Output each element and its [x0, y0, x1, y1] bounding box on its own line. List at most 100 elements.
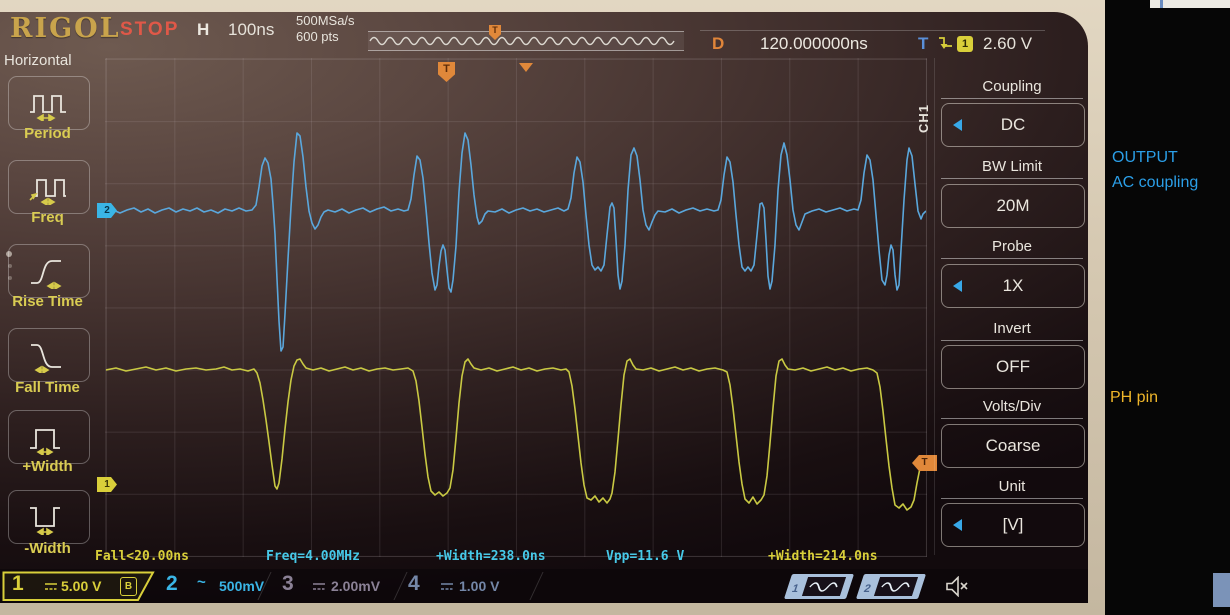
menu-separator: [934, 58, 935, 555]
dc-coupling-icon: [441, 583, 453, 590]
sine-icon: [881, 582, 910, 592]
annotation-panel: [1105, 0, 1230, 615]
measure-button-pwidth[interactable]: [8, 410, 90, 464]
menu-value-unit[interactable]: [V]: [941, 503, 1085, 547]
background-sliver: [1150, 0, 1230, 8]
ch4-scale-readout: 1.00 V: [459, 578, 500, 594]
measure-label-period: Period: [24, 125, 71, 142]
annotation-ac-coupling: AC coupling: [1112, 174, 1199, 191]
measure-label-nwidth: -Width: [24, 540, 71, 557]
trigger-t-label: T: [918, 34, 929, 53]
source2-badge[interactable]: 2: [855, 574, 927, 599]
scope-screen: [0, 12, 1088, 603]
active-channel-readout: CH1: [916, 104, 931, 134]
preview-trigger-marker[interactable]: T: [489, 25, 501, 40]
ch1-selected-outline: [2, 571, 155, 601]
menu-value-invert[interactable]: OFF: [941, 345, 1085, 389]
run-state-indicator: STOP: [120, 19, 180, 40]
ch2-scale-readout: 500mV: [219, 578, 265, 594]
unit-value: [V]: [1002, 515, 1024, 534]
graticule: [105, 58, 927, 557]
menu-value-coupling[interactable]: DC: [941, 103, 1085, 147]
menu-value-volts-div[interactable]: Coarse: [941, 424, 1085, 468]
timebase-readout: 100ns: [228, 20, 275, 39]
ch3-status-badge[interactable]: 3: [282, 572, 294, 595]
trigger-falling-edge-icon: [939, 37, 952, 49]
measurement-fall-time: Fall<20.00ns: [95, 549, 189, 564]
source1-badge[interactable]: 1: [783, 574, 855, 599]
measurement-vpp: Vpp=11.6 V: [606, 549, 685, 564]
ch1-status-badge[interactable]: 1: [12, 572, 24, 595]
bw-limit-value: 20M: [996, 196, 1030, 215]
trigger-level-marker[interactable]: T: [912, 455, 937, 471]
horizontal-h-label: H: [197, 20, 210, 39]
measure-label-rise-time: Rise Time: [12, 293, 83, 310]
source2-number: 2: [862, 583, 873, 595]
measure-button-fall-time[interactable]: [8, 328, 90, 382]
waveform-canvas: [105, 132, 927, 511]
menu-label-volts-div: Volts/Div: [941, 398, 1083, 419]
freq-icon: [29, 179, 66, 205]
source1-number: 1: [790, 583, 801, 595]
rise-time-icon: [31, 260, 62, 289]
menu-value-probe[interactable]: 1X: [941, 264, 1085, 308]
measure-label-pwidth: +Width: [22, 458, 73, 475]
menu-label-probe: Probe: [941, 238, 1083, 259]
waveform-preview-bar[interactable]: [368, 31, 684, 51]
dc-coupling-icon: [45, 583, 57, 590]
trigger-source-badge: 1: [957, 36, 973, 52]
plus-width-icon: [30, 429, 60, 455]
ac-coupling-icon: ~: [197, 574, 206, 591]
trigger-level-readout: 2.60 V: [983, 34, 1033, 53]
measurement-freq: Freq=4.00MHz: [266, 549, 360, 564]
menu-label-unit: Unit: [941, 478, 1083, 499]
panel-led: [6, 251, 12, 257]
panel-dot: [8, 264, 12, 268]
left-menu-title: Horizontal: [4, 52, 72, 69]
background-sliver-line: [1160, 0, 1163, 8]
minus-width-icon: [30, 507, 60, 535]
sine-icon: [809, 582, 838, 592]
divider: [700, 30, 1045, 31]
measure-label-freq: Freq: [31, 209, 64, 226]
measure-button-freq[interactable]: [8, 160, 90, 214]
source2-waveform-box: [873, 577, 919, 596]
measure-button-nwidth[interactable]: [8, 490, 90, 544]
menu-arrow-icon: [953, 119, 962, 131]
delay-d-label: D: [712, 34, 725, 53]
menu-value-bw-limit[interactable]: 20M: [941, 184, 1085, 228]
delay-value: 120.000000ns: [760, 34, 868, 53]
sound-muted-icon[interactable]: [944, 576, 970, 597]
source1-waveform-box: [801, 577, 847, 596]
measure-button-period[interactable]: [8, 76, 90, 130]
coupling-value: DC: [1000, 115, 1026, 134]
invert-value: OFF: [996, 357, 1030, 376]
menu-label-bw-limit: BW Limit: [941, 158, 1083, 179]
period-icon: [30, 95, 66, 121]
menu-label-invert: Invert: [941, 320, 1083, 341]
annotation-ph-pin: PH pin: [1110, 389, 1159, 406]
ch1-ground-marker[interactable]: 1: [97, 477, 117, 492]
background-object: [1213, 573, 1230, 607]
measurement-pos-width-ch1: +Width=214.0ns: [768, 549, 878, 564]
menu-arrow-icon: [953, 519, 962, 531]
dc-coupling-icon: [313, 583, 325, 590]
ch2-status-badge[interactable]: 2: [166, 572, 178, 595]
trigger-position-marker[interactable]: T: [438, 62, 455, 82]
preview-waveform-icon: [369, 36, 675, 46]
menu-label-coupling: Coupling: [941, 78, 1083, 99]
measurement-pos-width-ch2: +Width=238.0ns: [436, 549, 546, 564]
memory-depth-value: 600 pts: [296, 29, 339, 44]
fall-time-icon: [31, 344, 61, 373]
delay-position-marker[interactable]: [519, 63, 533, 72]
ch4-status-badge[interactable]: 4: [408, 572, 420, 595]
annotation-output: OUTPUT: [1112, 149, 1178, 166]
volts-div-value: Coarse: [985, 436, 1041, 455]
ch2-ground-marker[interactable]: 2: [97, 203, 117, 218]
ch1-bw-limit-badge: B: [120, 577, 137, 596]
sample-rate-readout: 500MSa/s 600 pts: [296, 13, 355, 45]
sample-rate-value: 500MSa/s: [296, 13, 355, 28]
measure-button-rise-time[interactable]: [8, 244, 90, 298]
ch1-scale-readout: 5.00 V: [61, 578, 102, 594]
